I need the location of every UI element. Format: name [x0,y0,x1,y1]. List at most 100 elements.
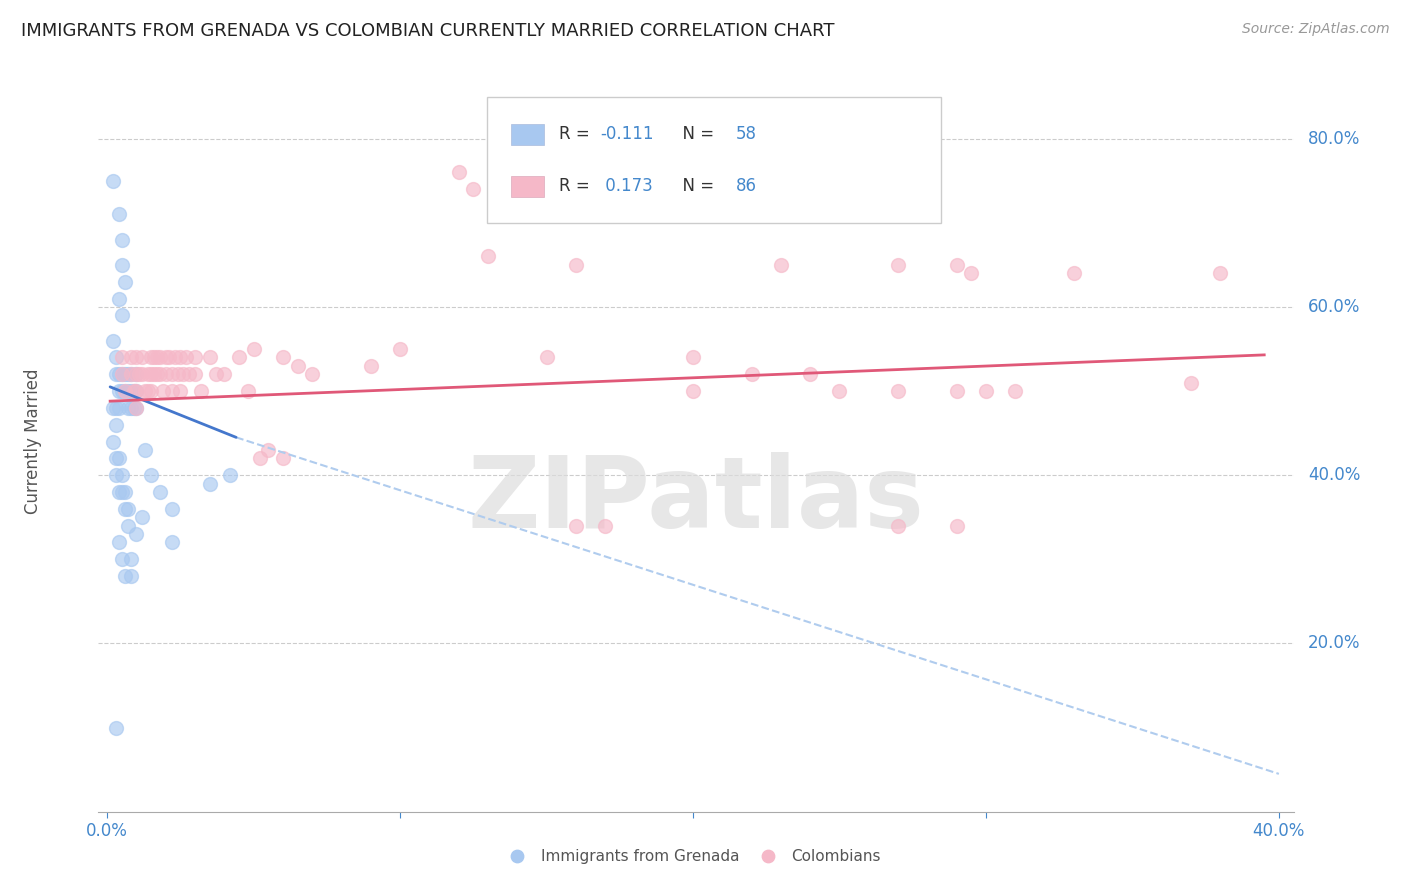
Point [219,468,242,483]
Point [111,233,134,247]
Point [155,368,177,382]
Point [101,174,124,188]
Point [143,351,166,365]
Point [131,351,153,365]
Point [108,451,131,466]
Point [105,351,127,365]
Point [536,351,558,365]
Text: N =: N = [672,125,720,143]
Point [111,485,134,500]
Point [198,351,221,365]
Point [174,351,197,365]
Point [1180,376,1202,390]
Text: 80.0%: 80.0% [1308,129,1360,148]
Point [389,342,412,356]
Point [360,359,382,373]
Point [682,351,704,365]
Point [117,368,139,382]
Point [114,275,136,289]
Point [887,258,910,272]
Point [105,468,127,483]
Point [960,266,983,280]
Point [741,368,763,382]
Text: R =: R = [558,178,595,195]
Point [120,351,142,365]
Point [105,401,127,415]
Point [271,451,294,466]
Text: Source: ZipAtlas.com: Source: ZipAtlas.com [1241,22,1389,37]
Point [1063,266,1085,280]
Point [105,368,127,382]
Point [108,384,131,398]
Point [1004,384,1026,398]
Point [125,527,148,541]
Text: 0.173: 0.173 [600,178,654,195]
Point [143,368,166,382]
Point [169,384,191,398]
Point [105,721,127,735]
Point [1121,855,1143,870]
Point [565,518,588,533]
Point [184,351,207,365]
Point [111,258,134,272]
Text: IMMIGRANTS FROM GRENADA VS COLOMBIAN CURRENTLY MARRIED CORRELATION CHART: IMMIGRANTS FROM GRENADA VS COLOMBIAN CUR… [21,22,835,40]
Point [1209,266,1232,280]
Point [131,368,153,382]
Text: 20.0%: 20.0% [1308,634,1361,652]
Point [120,401,142,415]
Point [117,518,139,533]
Text: Immigrants from Grenada: Immigrants from Grenada [541,848,740,863]
Point [172,368,194,382]
Point [249,451,271,466]
Point [101,401,124,415]
Point [122,401,145,415]
Point [120,552,142,566]
Point [565,258,588,272]
Point [114,384,136,398]
Point [945,384,967,398]
Point [157,351,180,365]
Point [887,384,910,398]
Point [463,182,485,196]
Point [799,368,821,382]
Text: -0.111: -0.111 [600,125,654,143]
Point [149,485,172,500]
Point [108,368,131,382]
Point [945,518,967,533]
Point [131,510,153,524]
Point [111,368,134,382]
Bar [510,124,544,145]
Point [155,351,177,365]
Point [101,334,124,348]
Point [117,384,139,398]
Point [287,359,309,373]
Text: 40.0%: 40.0% [1308,467,1360,484]
Point [108,292,131,306]
Point [184,368,207,382]
Text: Currently Married: Currently Married [24,368,42,515]
Point [682,384,704,398]
Point [828,384,851,398]
Point [125,384,148,398]
Point [114,384,136,398]
Point [160,368,183,382]
Point [108,207,131,221]
Point [141,351,163,365]
Point [114,368,136,382]
Text: Colombians: Colombians [792,848,882,863]
Point [149,368,172,382]
Text: 60.0%: 60.0% [1308,298,1360,316]
Point [125,384,148,398]
Point [125,401,148,415]
Point [108,401,131,415]
Point [108,485,131,500]
Point [190,384,212,398]
Point [120,368,142,382]
Point [160,501,183,516]
Point [974,384,997,398]
Bar [510,176,544,196]
Point [114,485,136,500]
Point [111,384,134,398]
Point [477,249,499,264]
Point [117,401,139,415]
